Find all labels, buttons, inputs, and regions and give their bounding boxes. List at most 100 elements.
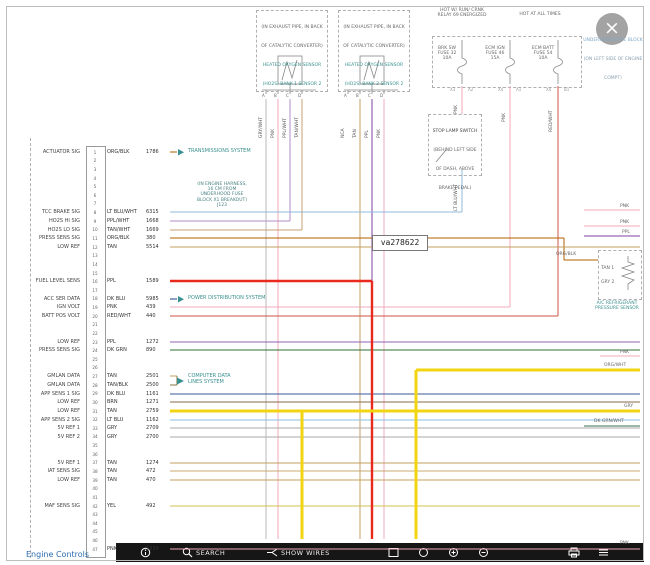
- ecm-pin-number: 26: [92, 365, 98, 371]
- wire-color-edge-label: DK GRN/WHT: [594, 419, 624, 424]
- ecm-pin-number: 17: [92, 287, 98, 293]
- wire-color-label: DK BLU: [107, 390, 126, 397]
- wire-circuit-label: 1669: [146, 226, 159, 233]
- layers-icon: [599, 549, 608, 556]
- wire-circuit-label: 1589: [146, 278, 159, 285]
- wire-circuit-label: 2500: [146, 382, 159, 388]
- wire-color-label: YEL: [107, 502, 116, 509]
- terminal-label: X4: [498, 87, 504, 92]
- wire-circuit-label: 1162: [146, 416, 159, 423]
- fuse-label: BRK SW FUSE 32 10A: [437, 46, 457, 62]
- wire-circuit-label: 5985: [146, 295, 159, 302]
- ecm-pin-number: 16: [92, 279, 98, 285]
- diagram-stamp: va278622: [372, 235, 428, 251]
- ecm-pin-number: 27: [92, 374, 98, 380]
- search-button[interactable]: SEARCH: [182, 543, 225, 562]
- wire-circuit-label: 2709: [146, 425, 159, 432]
- ecm-pin-number: 1: [93, 149, 97, 155]
- component-ho2s-bank1: (IN EXHAUST PIPE, IN BACK OF CATALYTIC C…: [256, 10, 328, 92]
- signal-label: LOW REF: [57, 399, 80, 406]
- show-wires-icon: [267, 548, 278, 557]
- wire-color-label: TAN: [107, 468, 117, 475]
- wire-color-label: PPL: [107, 278, 116, 285]
- signal-label: GMLAN DATA: [47, 373, 80, 380]
- ecm-pin-number: 30: [92, 399, 98, 405]
- terminal-label: A1: [516, 87, 522, 92]
- close-button[interactable]: ×: [596, 13, 628, 45]
- wire-circuit-label: 472: [146, 468, 156, 475]
- show-wires-button[interactable]: SHOW WIRES: [266, 543, 330, 562]
- ecm-pin-number: 23: [92, 339, 98, 345]
- system-link[interactable]: COMPUTER DATA LINES SYSTEM: [188, 373, 231, 385]
- wire-color-label: ORG/BLK: [107, 149, 130, 155]
- info-button[interactable]: [140, 543, 151, 562]
- wire-color-label: PPL: [107, 338, 116, 345]
- wire-color-label: TAN/WHT: [107, 226, 131, 233]
- wire-color-vertical-label: PPL: [365, 130, 370, 138]
- sensor-pin-label: GRY 2: [601, 280, 615, 285]
- ecm-pin-number: 25: [92, 356, 98, 362]
- wire-circuit-label: 5514: [146, 243, 159, 250]
- system-link[interactable]: POWER DISTRIBUTION SYSTEM: [188, 295, 266, 301]
- wire-color-label: TAN: [107, 407, 117, 414]
- terminal-label: X3: [450, 87, 456, 92]
- wire-circuit-label: 1786: [146, 149, 159, 155]
- ecm-pin-number: 14: [92, 261, 98, 267]
- diagram-title-link[interactable]: Engine Controls: [26, 550, 90, 559]
- component-name-link[interactable]: UNDERHOOD FUSE BLOCK: [583, 38, 643, 43]
- fuse-label: ECM IGN FUSE 46 15A: [485, 46, 505, 62]
- terminal-label: B1: [564, 87, 570, 92]
- component-name-link[interactable]: HEATED OXYGEN SENSOR (HO2S) BANK 2 SENSO…: [344, 63, 404, 87]
- signal-label: MAF SENS SIG: [44, 502, 80, 509]
- wire-circuit-label: 1274: [146, 459, 159, 466]
- ecm-pin-number: 43: [92, 512, 98, 518]
- signal-label: FUEL LEVEL SENS: [35, 278, 80, 285]
- pin-letter: A: [262, 93, 265, 98]
- component-name-link[interactable]: HEATED OXYGEN SENSOR (HO2S) BANK 1 SENSO…: [262, 63, 322, 87]
- show-wires-label: SHOW WIRES: [281, 548, 330, 557]
- wire-color-vertical-label: PNK: [502, 112, 507, 122]
- ecm-pin-number: 44: [92, 520, 98, 526]
- ecm-pin-number: 12: [92, 244, 98, 250]
- ecm-pin-number: 40: [92, 486, 98, 492]
- wire-color-label: TAN/BLK: [107, 382, 129, 388]
- pin-letter: B: [356, 93, 359, 98]
- wire-color-label: PPL/WHT: [107, 218, 130, 225]
- harness-note: (IN ENGINE HARNESS, 16 CM FROM UNDERHOOD…: [196, 182, 248, 208]
- pin-letter: D: [298, 93, 302, 98]
- component-name-link[interactable]: A/C REFRIGERANT PRESSURE SENSOR: [595, 301, 639, 312]
- component-stop-lamp-switch: STOP LAMP SWITCH (BEHIND LEFT SIDE OF DA…: [428, 114, 482, 191]
- wire-circuit-label: 1668: [146, 218, 159, 225]
- wire-color-edge-label: PNK: [620, 204, 630, 209]
- wire-color-label: RED/WHT: [107, 312, 131, 319]
- wire-circuit-label: 2501: [146, 373, 159, 380]
- signal-label: BATT POS VOLT: [41, 312, 80, 319]
- wire-circuit-label: 6315: [146, 209, 159, 216]
- component-name: STOP LAMP SWITCH: [432, 129, 478, 134]
- ecm-pin-number: 46: [92, 538, 98, 544]
- component-underhood-fuse-block: UNDERHOOD FUSE BLOCK (ON LEFT SIDE OF EN…: [582, 26, 644, 83]
- wire-circuit-label: 439: [146, 304, 156, 311]
- wire-color-label: DK BLU: [107, 295, 126, 302]
- ecm-pin-number: 32: [92, 417, 98, 423]
- print-button[interactable]: [568, 543, 580, 562]
- wire-circuit-label: 492: [146, 502, 156, 509]
- component-location: (ON LEFT SIDE OF ENGINE COMPT): [583, 57, 643, 81]
- wire-color-label: LT BLU: [107, 416, 124, 423]
- ecm-pin-number: 9: [93, 218, 97, 224]
- wire-circuit-label: 470: [146, 476, 156, 483]
- ecm-pin-number: 45: [92, 529, 98, 535]
- ecm-pin-number: 33: [92, 425, 98, 431]
- ecm-pin-number: 5: [93, 184, 97, 190]
- wire-color-edge-label: ORG/WHT: [604, 363, 627, 368]
- wire-color-vertical-label: GRY/WHT: [259, 116, 264, 138]
- ecm-pin-number: 15: [92, 270, 98, 276]
- system-link[interactable]: TRANSMISSIONS SYSTEM: [188, 148, 251, 154]
- info-icon: [140, 547, 151, 558]
- wire-color-vertical-label: TAN: [353, 129, 358, 138]
- ecm-connector: [86, 146, 106, 558]
- ecm-pin-number: 35: [92, 443, 98, 449]
- signal-label: PRESS SENS SIG: [39, 235, 80, 242]
- layers-button[interactable]: [598, 543, 609, 562]
- ecm-pin-number: 38: [92, 469, 98, 474]
